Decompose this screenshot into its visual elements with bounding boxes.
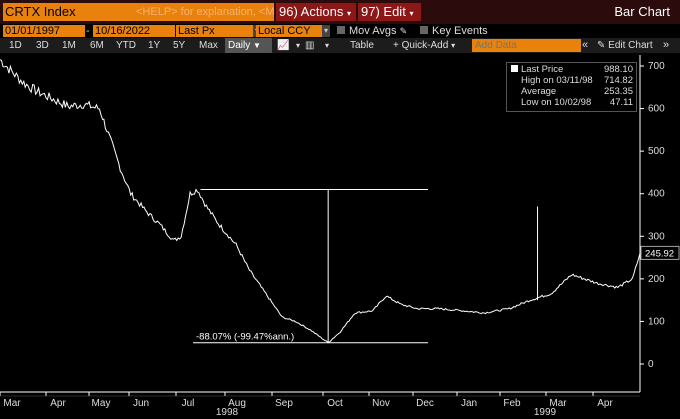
price-field-select[interactable]: Last Px	[176, 25, 254, 37]
last-value-label: 245.92	[645, 248, 674, 259]
function-header-bar: CRTX Index <HELP> for explanation, <MENU…	[0, 0, 680, 24]
y-tick-label: 500	[648, 146, 665, 157]
range-toolbar: 1D 3D 1M 6M YTD 1Y 5Y Max Daily ▼ 📈 ▾ ▥ …	[0, 38, 680, 53]
price-chart[interactable]: -88.07% (-99.47%ann.) 0 100 200 300 400 500 60…	[0, 53, 680, 419]
currency-dropdown-icon[interactable]: ▾	[322, 25, 330, 37]
x-month-label: Feb	[503, 398, 521, 409]
y-tick-label: 200	[648, 274, 665, 285]
range-1d[interactable]: 1D	[9, 40, 22, 51]
legend-last-price: Last Price 988.10	[511, 64, 633, 75]
pencil-icon: ✎	[597, 40, 606, 51]
x-axis: Mar Apr May Jun Jul Aug Sep Oct Nov Dec Jan Feb Mar A…	[0, 391, 640, 418]
x-month-label: Jun	[133, 398, 149, 409]
start-date-input[interactable]: 01/01/1997	[3, 25, 85, 37]
y-tick-label: 0	[648, 359, 654, 370]
y-tick-label: 300	[648, 231, 665, 242]
legend-label: Last Price	[521, 64, 564, 75]
legend-label: Average	[521, 86, 557, 97]
range-1m[interactable]: 1M	[62, 40, 76, 51]
x-month-label: Mar	[549, 398, 567, 409]
x-month-label: Dec	[416, 398, 434, 409]
legend-label: Low on 10/02/98	[521, 97, 592, 108]
ticker-field[interactable]: CRTX Index	[3, 3, 138, 21]
drawdown-label: -88.07% (-99.47%ann.)	[196, 332, 294, 343]
y-tick-label: 400	[648, 189, 665, 200]
legend-low: Low on 10/02/98 47.11	[511, 97, 633, 108]
edit-menu[interactable]: 97) Edit ▾	[358, 3, 421, 21]
chevron-down-icon: ▾	[451, 41, 456, 50]
x-month-label: Aug	[228, 398, 246, 409]
price-series-line	[0, 59, 641, 344]
range-3d[interactable]: 3D	[36, 40, 49, 51]
collapse-left-icon[interactable]: «	[582, 39, 589, 51]
legend-high: High on 03/11/98 714.82	[511, 75, 633, 86]
mov-avgs-label: Mov Avgs	[349, 25, 397, 37]
chevron-down-icon: ▾	[409, 9, 414, 18]
collapse-right-icon[interactable]: »	[663, 39, 670, 51]
bar-chart-icon[interactable]: ▥	[305, 40, 315, 51]
range-5y[interactable]: 5Y	[173, 40, 186, 51]
table-button[interactable]: Table	[350, 40, 374, 51]
range-ytd[interactable]: YTD	[116, 40, 136, 51]
mov-avgs-toggle[interactable]: Mov Avgs ✎	[337, 25, 407, 37]
chart-style-dropdown-icon[interactable]: ▾	[296, 41, 301, 50]
checkbox-icon	[337, 26, 345, 34]
last-value-badge	[640, 245, 680, 260]
legend-value: 714.82	[603, 75, 633, 86]
checkbox-icon	[420, 26, 428, 34]
actions-menu-label: 96) Actions	[279, 4, 344, 19]
legend-box: Last Price 988.10 High on 03/11/98 714.82 …	[506, 62, 637, 112]
function-title: Bar Chart	[614, 4, 670, 19]
x-month-label: May	[92, 398, 111, 409]
x-month-label: Jan	[461, 398, 477, 409]
edit-chart-label: Edit Chart	[608, 40, 653, 51]
legend-average: Average 253.35	[511, 86, 633, 97]
legend-swatch	[511, 65, 518, 72]
key-events-toggle[interactable]: Key Events	[420, 25, 488, 37]
edit-menu-label: 97) Edit	[361, 4, 406, 19]
x-month-label: Oct	[327, 398, 343, 409]
chart-type-dropdown-icon[interactable]: ▾	[325, 41, 330, 50]
y-tick-label: 700	[648, 61, 665, 72]
legend-value: 253.35	[603, 86, 633, 97]
x-year-label: 1999	[534, 407, 557, 418]
range-1y[interactable]: 1Y	[148, 40, 161, 51]
x-month-label: Apr	[597, 398, 613, 409]
edit-chart-button[interactable]: ✎ Edit Chart	[597, 38, 653, 53]
frequency-label: Daily	[228, 40, 251, 51]
x-month-label: Sep	[275, 398, 293, 409]
line-chart-icon[interactable]: 📈	[277, 40, 290, 51]
currency-select[interactable]: Local CCY	[256, 25, 323, 37]
drawdown-annotation: -88.07% (-99.47%ann.)	[193, 188, 428, 344]
quick-add-button[interactable]: + Quick-Add ▾	[393, 38, 455, 53]
actions-menu[interactable]: 96) Actions ▾	[276, 3, 356, 21]
x-month-label: Apr	[50, 398, 66, 409]
help-hint-text: <HELP> for explanation, <MENU> for simil…	[136, 6, 274, 18]
key-events-label: Key Events	[432, 25, 488, 37]
x-year-label: 1998	[216, 407, 239, 418]
x-month-label: Mar	[3, 398, 21, 409]
chevron-down-icon: ▼	[253, 41, 261, 50]
y-axis: 0 100 200 300 400 500 600 700 245.92	[639, 55, 680, 392]
pencil-icon: ✎	[399, 26, 408, 36]
legend-value: 47.11	[609, 97, 633, 108]
help-hint: <HELP> for explanation, <MENU> for simil…	[136, 3, 274, 21]
range-max[interactable]: Max	[199, 40, 218, 51]
x-month-label: Jul	[182, 398, 195, 409]
y-tick-label: 100	[648, 316, 665, 327]
add-data-input[interactable]	[472, 39, 581, 52]
chevron-down-icon: ▾	[346, 9, 351, 18]
date-range-separator: -	[86, 25, 90, 37]
price-series	[0, 59, 641, 344]
range-6m[interactable]: 6M	[90, 40, 104, 51]
legend-value: 988.10	[603, 64, 633, 75]
x-month-label: Nov	[372, 398, 390, 409]
quick-add-label: + Quick-Add	[393, 40, 449, 51]
y-tick-label: 600	[648, 104, 665, 115]
chart-controls-bar: 01/01/1997 - 10/16/2022 Last Px ▾ Local …	[0, 24, 680, 38]
legend-label: High on 03/11/98	[521, 75, 593, 86]
frequency-select[interactable]: Daily ▼	[225, 38, 272, 53]
end-date-input[interactable]: 10/16/2022	[93, 25, 175, 37]
